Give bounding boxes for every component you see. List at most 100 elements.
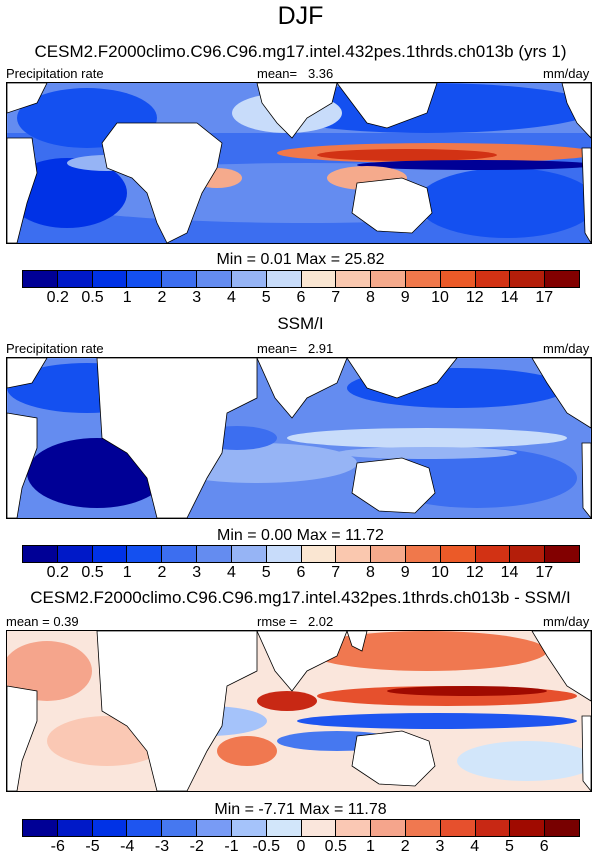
colorbar-tick-label: 6 xyxy=(296,289,306,306)
colorbar-tick-label: 6 xyxy=(296,564,306,581)
panel1-precip-map xyxy=(6,82,592,244)
colorbar-tick-label: 8 xyxy=(366,564,375,581)
colorbar-tick-label: 4 xyxy=(470,838,480,855)
colorbar-tick-label: 5 xyxy=(505,838,514,855)
panel2-precip-map xyxy=(6,357,592,519)
colorbar-swatch xyxy=(405,546,441,562)
colorbar-swatch xyxy=(405,271,441,287)
colorbar-swatch xyxy=(162,271,198,287)
panel1-units: mm/day xyxy=(543,66,590,81)
colorbar-swatch xyxy=(57,820,93,836)
colorbar-tick-label: -6 xyxy=(50,838,65,855)
colorbar-tick-label: 12 xyxy=(465,564,484,581)
colorbar-swatch xyxy=(162,820,198,836)
colorbar-swatch xyxy=(92,546,128,562)
colorbar-swatch xyxy=(231,546,267,562)
colorbar-swatch xyxy=(440,820,476,836)
colorbar-swatch xyxy=(475,271,511,287)
colorbar-tick-label: 3 xyxy=(192,564,202,581)
colorbar-tick-label: 7 xyxy=(331,564,341,581)
colorbar-tick-label: 4 xyxy=(227,289,236,306)
colorbar-swatch xyxy=(545,271,579,287)
colorbar-tick-label: 9 xyxy=(400,289,410,306)
colorbar-swatch xyxy=(92,820,128,836)
colorbar-swatch xyxy=(371,546,406,562)
panel3-mean-label: mean = 0.39 xyxy=(6,614,79,629)
colorbar-tick-label: 0.5 xyxy=(81,564,104,581)
panel3-difference-map xyxy=(6,630,592,792)
colorbar-tick-label: -1 xyxy=(224,838,239,855)
colorbar-tick-label: 7 xyxy=(331,289,341,306)
panel1-map-svg xyxy=(7,83,591,243)
colorbar-swatch xyxy=(266,546,302,562)
panel2-variable-label: Precipitation rate xyxy=(6,341,104,356)
panel3-map-svg xyxy=(7,631,591,791)
colorbar-swatch xyxy=(510,820,546,836)
colorbar-swatch xyxy=(127,546,163,562)
colorbar-tick-label: 5 xyxy=(261,564,271,581)
colorbar-swatch xyxy=(301,271,337,287)
colorbar-swatch xyxy=(545,820,579,836)
colorbar-tick-label: 3 xyxy=(435,838,445,855)
colorbar-swatch xyxy=(510,271,546,287)
season-title: DJF xyxy=(277,2,324,30)
colorbar-swatch xyxy=(510,546,546,562)
colorbar-swatch xyxy=(475,820,511,836)
colorbar-tick-label: 2 xyxy=(157,289,167,306)
panel2-colorbar xyxy=(22,545,580,563)
colorbar-swatch xyxy=(545,546,579,562)
panel1-variable-label: Precipitation rate xyxy=(6,66,104,81)
colorbar-tick-label: -2 xyxy=(189,838,204,855)
colorbar-tick-label: 6 xyxy=(539,838,549,855)
panel3-rmse-value: 2.02 xyxy=(307,614,334,629)
colorbar-tick-label: 0.2 xyxy=(46,564,69,581)
panel3-min-max: Min = -7.71 Max = 11.78 xyxy=(214,801,387,818)
colorbar-swatch xyxy=(371,820,406,836)
colorbar-swatch xyxy=(301,820,337,836)
colorbar-swatch xyxy=(197,546,232,562)
colorbar-tick-label: 10 xyxy=(431,564,449,581)
panel3-units: mm/day xyxy=(543,614,590,629)
panel2-mean-key: mean= xyxy=(257,341,298,356)
colorbar-swatch xyxy=(440,546,476,562)
panel1-mean-value: 3.36 xyxy=(307,66,334,81)
colorbar-tick-label: 9 xyxy=(400,564,410,581)
colorbar-tick-label: 0.5 xyxy=(81,289,104,306)
colorbar-swatch xyxy=(23,820,58,836)
panel1-title: CESM2.F2000climo.C96.C96.mg17.intel.432p… xyxy=(34,42,567,61)
colorbar-swatch xyxy=(57,546,93,562)
colorbar-tick-label: 5 xyxy=(261,289,271,306)
colorbar-swatch xyxy=(440,271,476,287)
colorbar-swatch xyxy=(301,546,337,562)
colorbar-tick-label: -0.5 xyxy=(252,838,281,855)
colorbar-tick-label: 12 xyxy=(465,289,484,306)
colorbar-swatch xyxy=(127,820,163,836)
colorbar-swatch xyxy=(336,820,372,836)
panel2-min-max: Min = 0.00 Max = 11.72 xyxy=(217,527,384,544)
colorbar-swatch xyxy=(23,546,58,562)
colorbar-swatch xyxy=(266,820,302,836)
colorbar-swatch xyxy=(23,271,58,287)
colorbar-swatch xyxy=(405,820,441,836)
panel1-min-max: Min = 0.01 Max = 25.82 xyxy=(216,251,385,268)
colorbar-tick-label: 17 xyxy=(535,564,554,581)
panel3-colorbar xyxy=(22,819,580,837)
colorbar-tick-label: 1 xyxy=(122,564,132,581)
colorbar-tick-label: 14 xyxy=(500,289,519,306)
colorbar-tick-label: 1 xyxy=(366,838,375,855)
panel2-mean-value: 2.91 xyxy=(307,341,334,356)
colorbar-tick-label: 2 xyxy=(400,838,410,855)
panel3-colorbar-labels: -6 -5 -4 -3 -2 -1 -0.5 0 0.5 1 2 3 4 5 6 xyxy=(22,838,580,858)
panel3-rmse-key: rmse = xyxy=(257,614,298,629)
colorbar-swatch xyxy=(162,546,198,562)
colorbar-tick-label: 0 xyxy=(296,838,306,855)
colorbar-tick-label: 17 xyxy=(535,289,554,306)
colorbar-swatch xyxy=(371,271,406,287)
panel1-colorbar-labels: 0.2 0.5 1 2 3 4 5 6 7 8 9 10 12 14 17 xyxy=(22,289,580,309)
colorbar-swatch xyxy=(336,546,372,562)
colorbar-swatch xyxy=(197,271,232,287)
panel2-mean-label: mean= 2.91 xyxy=(257,341,333,356)
colorbar-swatch xyxy=(475,546,511,562)
colorbar-tick-label: 2 xyxy=(157,564,167,581)
colorbar-tick-label: -3 xyxy=(154,838,170,855)
